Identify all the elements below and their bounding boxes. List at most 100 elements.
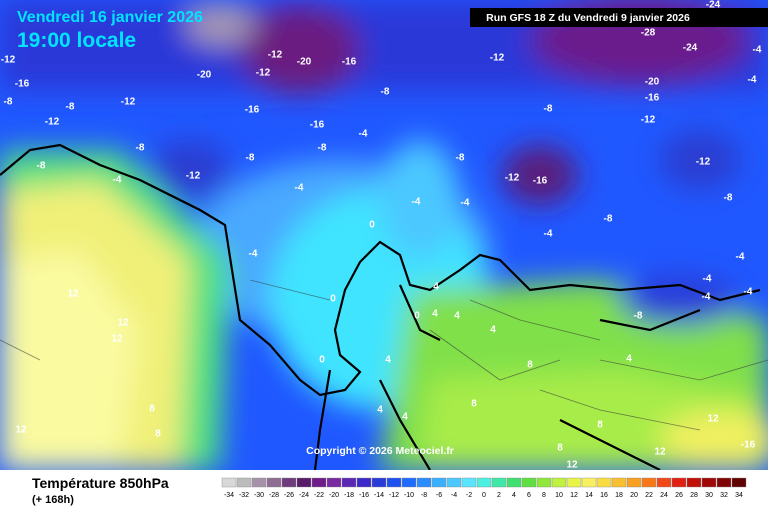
map: -12 -16 -20 -12 -20 -12 -8 -12 -16 -12 -8 -8 -12 -8 -4… <box>0 0 768 470</box>
scale-swatch <box>536 477 552 488</box>
contour-label: -8 <box>136 143 145 154</box>
scale-swatch <box>341 477 357 488</box>
contour-label: 8 <box>149 404 155 415</box>
contour-label: -4 <box>544 229 553 240</box>
contour-labels: -12 -16 -20 -12 -20 -12 -8 -12 -16 -12 -8 -8 -12 -8 -4… <box>1 0 762 470</box>
contour-label: 8 <box>557 443 563 454</box>
contour-label: -20 <box>297 57 312 68</box>
scale-swatch <box>386 477 402 488</box>
run-info: Run GFS 18 Z du Vendredi 9 janvier 2026 <box>486 12 690 24</box>
scale-label: -12 <box>389 492 399 499</box>
contour-label: -4 <box>113 175 122 186</box>
run-box <box>470 8 768 27</box>
contour-label: -16 <box>342 57 357 68</box>
scale-label: 0 <box>482 492 486 499</box>
scale-swatch <box>461 477 477 488</box>
contour-label: -8 <box>381 87 390 98</box>
scale-swatch <box>326 477 342 488</box>
scale-label: 8 <box>542 492 546 499</box>
scale-swatch <box>671 477 687 488</box>
scale-swatch <box>476 477 492 488</box>
scale-swatch <box>221 477 237 488</box>
scale-label: -26 <box>284 492 294 499</box>
contour-label: 4 <box>454 311 460 322</box>
scale-label: -32 <box>239 492 249 499</box>
scale-label: -18 <box>344 492 354 499</box>
contour-label: -12 <box>490 53 505 64</box>
scale-swatch <box>506 477 522 488</box>
contour-label: -8 <box>318 143 327 154</box>
contour-label: 12 <box>654 447 666 458</box>
legend-title: Température 850hPa <box>32 475 169 491</box>
scale-label: 4 <box>512 492 516 499</box>
contour-label: 4 <box>626 354 632 365</box>
scale-label: 6 <box>527 492 531 499</box>
scale-label: 16 <box>600 492 608 499</box>
scale-label: -30 <box>254 492 264 499</box>
scale-label: 34 <box>735 492 743 499</box>
contour-label: -4 <box>703 274 712 285</box>
scale-label: 32 <box>720 492 728 499</box>
contour-label: 4 <box>385 355 391 366</box>
scale-swatch <box>566 477 582 488</box>
map-date: Vendredi 16 janvier 2026 <box>17 9 203 26</box>
contour-label: -16 <box>645 93 660 104</box>
contour-label: -12 <box>641 115 656 126</box>
scale-label: 26 <box>675 492 683 499</box>
contour-label: -20 <box>645 77 660 88</box>
contour-label: -12 <box>268 50 283 61</box>
scale-swatch <box>626 477 642 488</box>
scale-swatch <box>716 477 732 488</box>
scale-swatch <box>281 477 297 488</box>
color-scale: -34 -32 -30 -28 -26 -24 -22 -20 -18 -16 -14 -12 -10-… <box>221 477 747 499</box>
scale-label: -24 <box>299 492 309 499</box>
contour-label: -4 <box>702 292 711 303</box>
contour-label: -8 <box>4 97 13 108</box>
scale-label: -4 <box>451 492 457 499</box>
contour-label: -12 <box>505 173 520 184</box>
scale-swatch <box>551 477 567 488</box>
scale-swatch <box>296 477 312 488</box>
scale-label: -6 <box>436 492 442 499</box>
contour-label: -4 <box>753 45 762 56</box>
scale-swatch <box>641 477 657 488</box>
contour-label: -8 <box>66 102 75 113</box>
scale-label: -2 <box>466 492 472 499</box>
scale-label: 28 <box>690 492 698 499</box>
scale-label: -20 <box>329 492 339 499</box>
scale-swatch <box>491 477 507 488</box>
contour-label: -4 <box>748 75 757 86</box>
scale-swatch <box>266 477 282 488</box>
contour-label: -16 <box>741 440 756 451</box>
scale-swatch <box>236 477 252 488</box>
contour-label: -12 <box>121 97 136 108</box>
contour-label: -12 <box>186 171 201 182</box>
contour-label: 4 <box>377 405 383 416</box>
scale-swatch <box>611 477 627 488</box>
scale-swatch <box>686 477 702 488</box>
contour-label: -8 <box>456 153 465 164</box>
contour-label: 8 <box>155 429 161 440</box>
scale-label: 22 <box>645 492 653 499</box>
contour-label: -8 <box>724 193 733 204</box>
contour-label: 4 <box>433 282 439 293</box>
contour-label: 4 <box>490 325 496 336</box>
contour-label: -8 <box>604 214 613 225</box>
contour-label: 0 <box>369 220 375 231</box>
scale-swatch <box>656 477 672 488</box>
scale-label: 12 <box>570 492 578 499</box>
scale-swatch <box>581 477 597 488</box>
contour-label: 4 <box>402 412 408 423</box>
contour-label: 8 <box>471 399 477 410</box>
contour-label: 12 <box>15 425 27 436</box>
scale-swatch <box>446 477 462 488</box>
contour-label: 0 <box>319 355 325 366</box>
scale-label: 30 <box>705 492 713 499</box>
contour-label: 12 <box>111 334 123 345</box>
scale-swatch <box>416 477 432 488</box>
scale-label: 2 <box>497 492 501 499</box>
contour-label: -4 <box>359 129 368 140</box>
contour-label: -4 <box>736 252 745 263</box>
contour-label: -20 <box>197 70 212 81</box>
contour-label: -12 <box>45 117 60 128</box>
